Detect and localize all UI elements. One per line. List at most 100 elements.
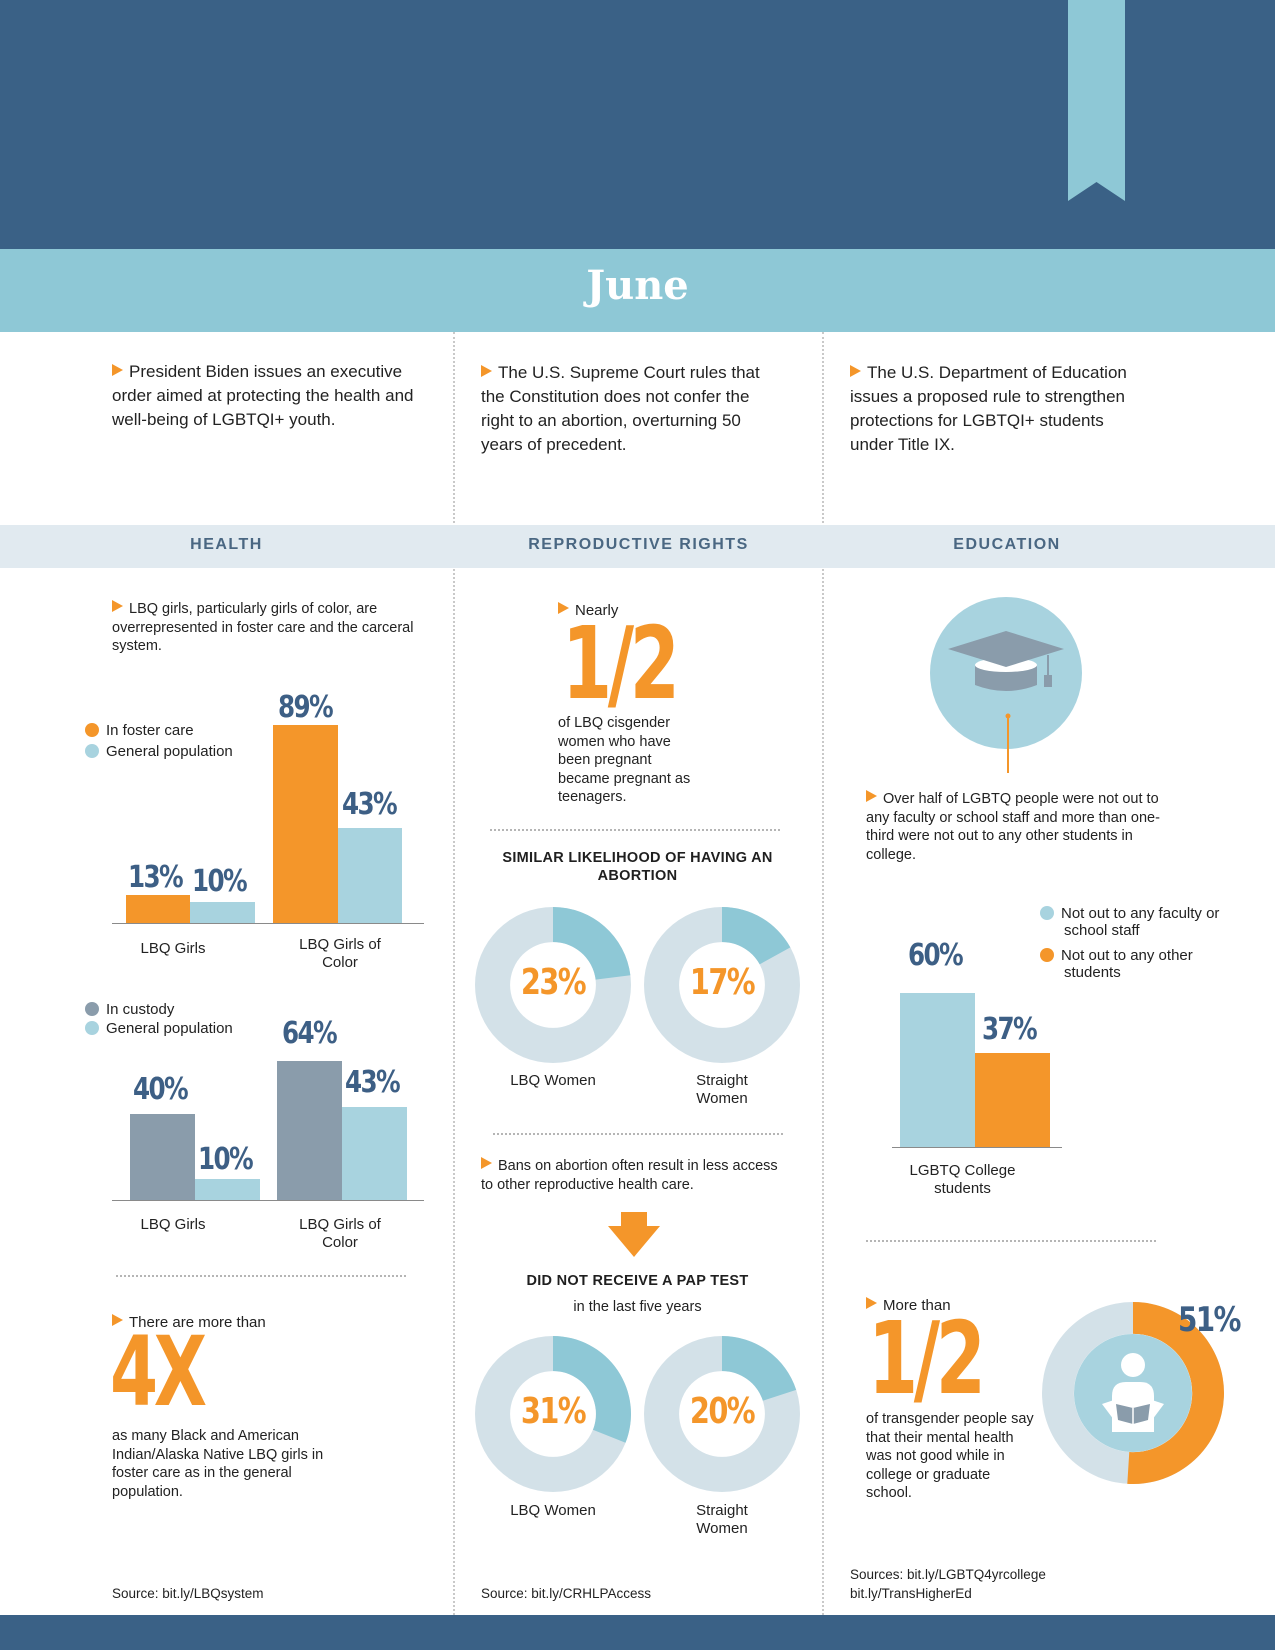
bar-foster-lbq-girls-of-color (273, 724, 338, 924)
bar-foster-lbq-girls (126, 894, 190, 924)
data-label-10: 10% (198, 1142, 254, 1177)
month-band (0, 249, 1275, 332)
donut-segment (553, 1336, 631, 1443)
data-label-51: 51% (1178, 1300, 1241, 1340)
legend-item-students: Not out to any other students (1040, 947, 1230, 981)
donut-lbq-pap (475, 1336, 631, 1492)
donut-segment (722, 907, 791, 965)
donut-segment (722, 1336, 797, 1401)
data-label-60: 60% (908, 938, 964, 973)
bar-general-lbq-girls (190, 901, 255, 924)
legend-item-custody: In custody (85, 1001, 174, 1018)
section-band (0, 525, 1275, 568)
chart-axis-line (892, 1147, 1062, 1148)
dotted-separator (116, 1275, 406, 1277)
data-label-37: 37% (982, 1012, 1038, 1047)
arrow-bullet-icon (481, 365, 492, 377)
legend-item-foster: In foster care (85, 722, 194, 739)
legend-item-general: General population (85, 743, 233, 760)
legend-swatch (1040, 948, 1054, 962)
pap-subheading: in the last five years (573, 1299, 702, 1315)
bar-general-lbq-girls-of-color (342, 1107, 407, 1201)
big-stat-4x: 4X (110, 1316, 207, 1428)
legend-swatch (85, 744, 99, 758)
category-label: Straight Women (696, 1502, 748, 1537)
big-stat-lead: There are more than (112, 1314, 266, 1333)
donut-straight-pap (644, 1336, 800, 1492)
donut-segment (1127, 1302, 1224, 1484)
stat-text: of LBQ cisgender women who have been pre… (558, 715, 691, 805)
footer-band (0, 1615, 1275, 1650)
arrow-bullet-icon (112, 1314, 123, 1326)
data-label-40: 40% (133, 1072, 189, 1107)
category-label: LBQ Girls (140, 1216, 206, 1233)
dotted-separator (866, 1240, 1156, 1242)
news-item-reproductive: The U.S. Supreme Court rules that the Co… (481, 363, 760, 454)
donut-hole (510, 942, 596, 1028)
news-item-health: President Biden issues an executive orde… (112, 362, 414, 429)
legend-swatch (85, 723, 99, 737)
source-education-1: Sources: bit.ly/LGBTQ4yrcollege (850, 1567, 1046, 1582)
stat-lead: More than (866, 1297, 951, 1316)
bar-general-lbq-girls (195, 1179, 260, 1201)
category-label: LBQ Women (510, 1502, 596, 1519)
section-title-education: EDUCATION (953, 536, 1061, 553)
news-item-education: The U.S. Department of Education issues … (850, 363, 1127, 454)
data-label-89: 89% (278, 690, 334, 725)
bar-custody-lbq-girls (130, 1113, 195, 1201)
dotted-separator (493, 1133, 783, 1135)
category-label: LBQ Women (510, 1072, 596, 1089)
donut-hole (679, 1371, 765, 1457)
arrow-bullet-icon (481, 1157, 492, 1169)
person-reading-icon (1074, 1334, 1192, 1452)
dotted-separator (490, 829, 780, 831)
legend-swatch (1040, 906, 1054, 920)
source-education-2: bit.ly/TransHigherEd (850, 1586, 972, 1601)
donut-label: 20% (689, 1391, 756, 1432)
bar-not-out-faculty (900, 993, 975, 1148)
bookmark-ribbon-icon (1068, 0, 1125, 201)
chart-axis-line (112, 923, 424, 924)
arrow-bullet-icon (112, 600, 123, 612)
category-label: LBQ Girls of Color (299, 936, 381, 971)
donut-label: 23% (520, 962, 587, 1003)
big-stat-half: 1/2 (868, 1300, 986, 1417)
donut-hole (679, 942, 765, 1028)
chart-axis-line (112, 1200, 424, 1201)
arrow-bullet-icon (112, 364, 123, 376)
stat-text: of transgender people say that their men… (866, 1411, 1034, 1501)
health-intro: LBQ girls, particularly girls of color, … (112, 600, 414, 654)
donut-straight-abortion (644, 907, 800, 1063)
big-stat-text: as many Black and American Indian/Alaska… (112, 1428, 324, 1500)
source-reproductive: Source: bit.ly/CRHLPAccess (481, 1586, 652, 1601)
education-intro: Over half of LGBTQ people were not out t… (866, 790, 1160, 863)
arrow-bullet-icon (866, 790, 877, 802)
legend-item-general: General population (85, 1020, 233, 1037)
legend-item-faculty: Not out to any faculty or school staff (1040, 905, 1230, 939)
arrow-bullet-icon (866, 1297, 877, 1309)
pap-heading: DID NOT RECEIVE A PAP TEST (526, 1273, 749, 1289)
arrow-bullet-icon (558, 602, 569, 614)
data-label-13: 13% (128, 860, 184, 895)
header-band (0, 0, 1275, 249)
category-label: Straight Women (696, 1072, 748, 1107)
down-arrow-icon (608, 1212, 660, 1257)
big-stat-half: 1/2 (562, 605, 680, 722)
arrow-bullet-icon (850, 365, 861, 377)
legend-swatch (85, 1002, 99, 1016)
graduation-cap-icon (930, 597, 1082, 773)
category-label: LGBTQ College students (909, 1162, 1016, 1197)
bans-text: Bans on abortion often result in less ac… (481, 1157, 778, 1193)
donut-lbq-abortion (475, 907, 631, 1063)
data-label-10: 10% (192, 864, 248, 899)
category-label: LBQ Girls of Color (299, 1216, 381, 1251)
section-title-reproductive: REPRODUCTIVE RIGHTS (528, 536, 749, 553)
source-health: Source: bit.ly/LBQsystem (112, 1586, 264, 1601)
category-label: LBQ Girls (140, 940, 206, 957)
donut-segment (553, 907, 631, 980)
bar-not-out-students (975, 1052, 1050, 1148)
donut-hole (510, 1371, 596, 1457)
data-label-43: 43% (342, 787, 398, 822)
abortion-heading: SIMILAR LIKELIHOOD OF HAVING AN ABORTION (502, 850, 773, 884)
column-divider (822, 332, 824, 1615)
